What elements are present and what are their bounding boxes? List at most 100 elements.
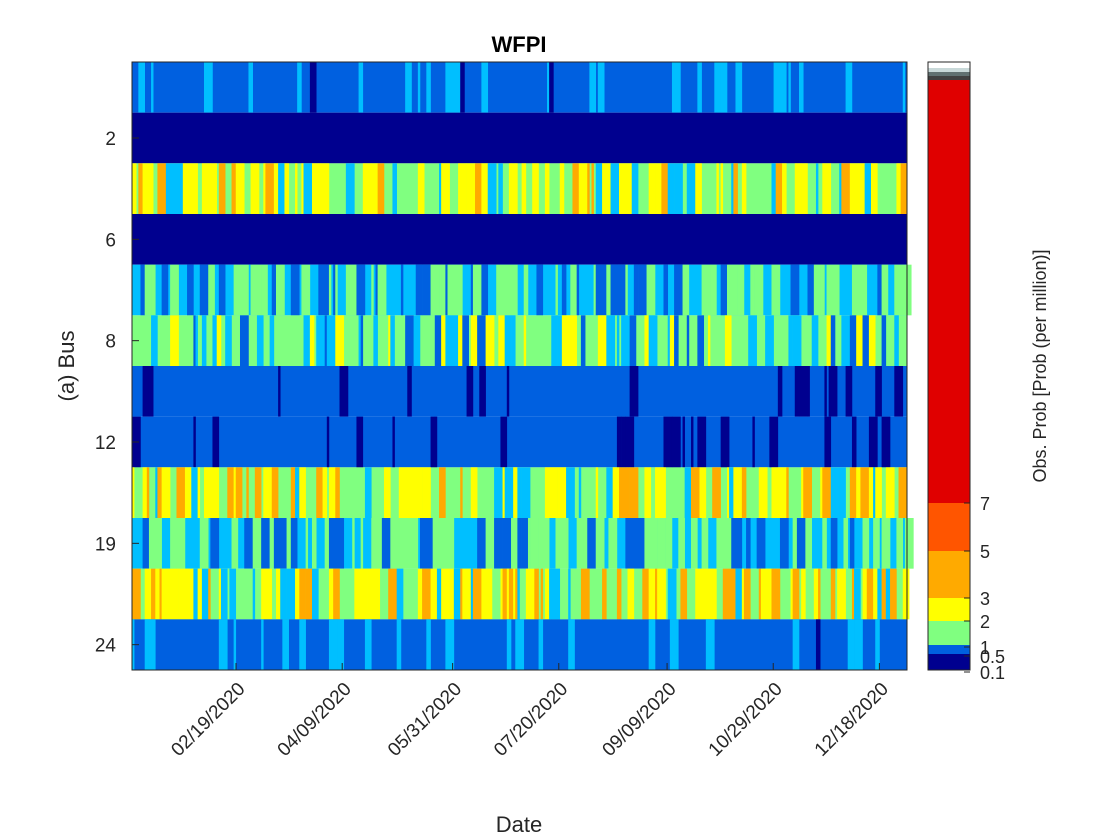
heatmap-cell (847, 315, 851, 366)
heatmap-cell (807, 264, 815, 316)
heatmap-cell (239, 467, 243, 518)
colorbar-tick-label: 0.5 (980, 647, 1005, 667)
heatmap-cell (663, 416, 673, 468)
heatmap-cell (621, 315, 630, 366)
heatmap-cell (680, 163, 683, 214)
heatmap-cell (712, 568, 717, 620)
heatmap-cell (792, 619, 800, 670)
y-axis: 2 6 8 12 19 24 (95, 129, 139, 657)
heatmap-cell (187, 264, 194, 316)
y-tick-label: 2 (105, 129, 116, 150)
heatmap-cell (796, 518, 800, 569)
heatmap-cell (449, 568, 455, 620)
x-axis-label: Date (496, 812, 542, 837)
heatmap-cell (595, 518, 605, 569)
colorbar-segment (928, 551, 970, 598)
heatmap-cell (580, 315, 586, 366)
heatmap-cell (822, 163, 832, 214)
heatmap-cell (868, 416, 878, 468)
heatmap-cell (453, 568, 461, 620)
heatmap-cell (843, 518, 849, 569)
heatmap-cell (311, 163, 319, 214)
heatmap-cell (333, 264, 336, 316)
heatmap-cell (680, 568, 688, 620)
heatmap-cell (500, 568, 503, 620)
heatmap-cell (559, 518, 567, 569)
heatmap-cell (815, 568, 819, 620)
heatmap-cell (354, 264, 357, 316)
heatmap-cell (195, 315, 198, 366)
heatmap-cell (824, 416, 832, 468)
heatmap-cell (644, 467, 652, 518)
heatmap-cell (278, 163, 285, 214)
heatmap-cell (299, 467, 306, 518)
heatmap-cell (837, 568, 846, 620)
heatmap-cell (157, 163, 167, 214)
heatmap-cell (792, 568, 800, 620)
heatmap-cell (583, 518, 588, 569)
heatmap-cell (648, 163, 656, 214)
heatmap-cell (731, 518, 734, 569)
heatmap-cell (877, 568, 882, 620)
heatmap-cell (132, 467, 135, 518)
heatmap-cell (555, 518, 561, 569)
heatmap-cell (246, 467, 249, 518)
heatmap-cell (655, 467, 664, 518)
heatmap-cell (589, 62, 592, 113)
heatmap-cell (485, 315, 495, 366)
heatmap-cell (286, 568, 296, 620)
heatmap-cell (845, 62, 853, 113)
heatmap-cell (290, 467, 296, 518)
heatmap-cell (875, 366, 882, 417)
heatmap-cell (303, 315, 309, 366)
heatmap-cell (161, 568, 169, 620)
heatmap-cell (502, 518, 512, 569)
heatmap-cell (504, 467, 514, 518)
heatmap-cell (360, 315, 364, 366)
heatmap-cell (716, 518, 726, 569)
y-axis-label: (a) Bus (54, 331, 79, 402)
heatmap-cell (453, 315, 457, 366)
heatmap-cell (197, 568, 203, 620)
heatmap-cell (559, 163, 565, 214)
y-tick-label: 8 (105, 332, 116, 353)
heatmap-cell (250, 163, 260, 214)
heatmap-cell (824, 366, 827, 417)
heatmap-cell (172, 518, 175, 569)
heatmap-cell (174, 518, 177, 569)
heatmap-cell (176, 568, 179, 620)
heatmap-cell (295, 568, 300, 620)
heatmap-cell (697, 416, 707, 468)
heatmap-cell (568, 619, 575, 670)
heatmap-cell (148, 619, 156, 670)
heatmap-cell (218, 163, 226, 214)
heatmap-cell (422, 568, 431, 620)
chart-title: WFPI (492, 32, 547, 57)
heatmap-cell (269, 467, 273, 518)
heatmap-cell (655, 568, 658, 620)
heatmap-cell (674, 315, 679, 366)
heatmap-cell (561, 315, 571, 366)
x-tick-label: 04/09/2020 (274, 679, 356, 761)
heatmap-cell (358, 62, 364, 113)
heatmap-cell (765, 315, 774, 366)
heatmap-cell (693, 163, 696, 214)
heatmap-cell (256, 264, 262, 316)
heatmap-cell (271, 467, 279, 518)
heatmap-cell (513, 568, 516, 620)
heatmap-cell (383, 467, 391, 518)
heatmap-cell (326, 315, 336, 366)
heatmap-cell (265, 163, 275, 214)
heatmap-cell (894, 264, 904, 316)
heatmap-cell (345, 163, 355, 214)
colorbar-segment (928, 621, 970, 645)
heatmap-cell (849, 518, 855, 569)
heatmap-cell (208, 568, 211, 620)
heatmap-cell (178, 568, 186, 620)
heatmap-cell (443, 568, 450, 620)
heatmap-cell (538, 619, 544, 670)
heatmap-cell (371, 518, 374, 569)
heatmap-cell (648, 315, 658, 366)
heatmap-cell (203, 62, 213, 113)
heatmap-cell (182, 163, 190, 214)
